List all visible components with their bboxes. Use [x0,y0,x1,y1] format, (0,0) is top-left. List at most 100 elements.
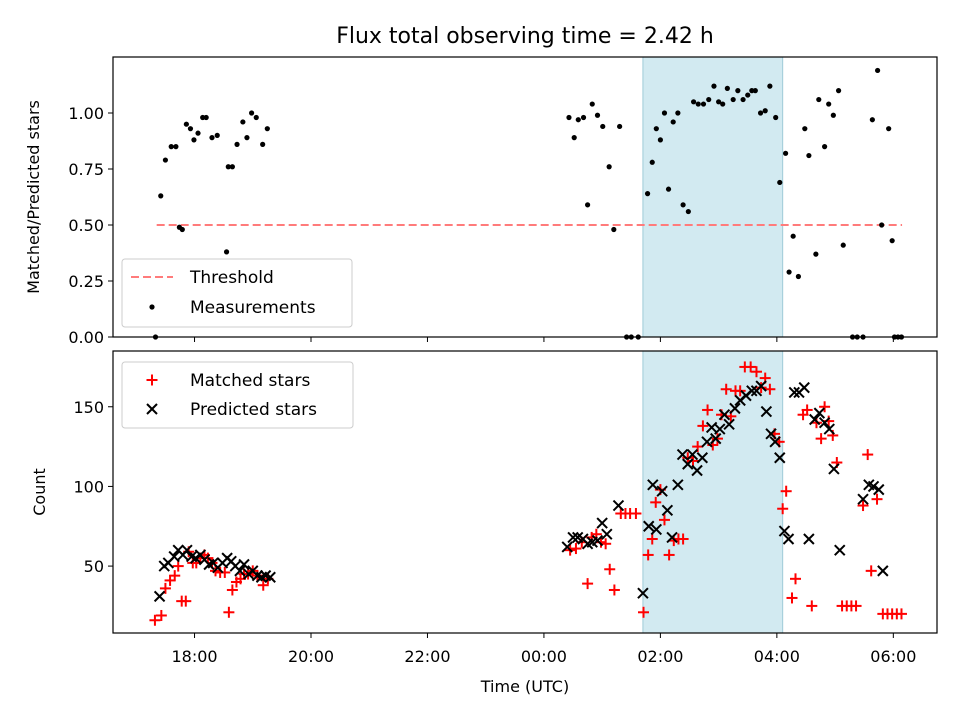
x-stroke [612,499,625,512]
legend-predicted-sample [146,403,158,415]
predicted-star-point [873,483,885,496]
top-x-ticks [194,337,894,342]
x-stroke [834,544,846,556]
measurement-point [240,119,246,125]
x-stroke [571,531,584,544]
x-stroke [710,432,722,445]
predicted-star-point [714,423,726,435]
measurement-point [680,202,686,208]
measurement-point [162,157,169,163]
predicted-star-point [798,381,810,394]
predicted-star-point [637,587,649,599]
predicted-star-point [803,533,815,545]
matched-star-point [702,404,714,416]
predicted-star-point [782,533,795,545]
predicted-star-point [264,571,276,583]
predicted-star-point [168,550,180,563]
predicted-star-point [234,565,246,577]
measurement-point [617,123,623,130]
measurement-point [158,193,164,199]
measurement-point [695,101,701,107]
x-stroke [782,533,795,545]
matched-star-point [630,508,642,520]
measurement-point [790,233,796,239]
matched-star-point [604,563,616,575]
x-tick-label: 18:00 [171,647,217,666]
measurement-point [649,159,655,165]
predicted-star-point [691,464,703,477]
measurement-point [203,114,209,121]
x-stroke [696,452,709,464]
legend-matched-sample [146,374,158,386]
x-stroke [863,479,875,491]
matched-star-point [226,584,238,596]
measurement-point [830,112,836,118]
predicted-star-point [823,423,835,435]
measurement-point [234,141,240,147]
matched-star-point [155,609,167,621]
matched-star-point [895,608,907,620]
predicted-star-point [877,565,889,577]
matched-star-point [159,582,171,594]
measurement-point [168,144,174,150]
matched-star-point [663,549,675,561]
measurement-point [826,101,832,107]
measurement-point [806,152,812,159]
x-stroke [723,418,735,430]
measurement-point [735,88,741,94]
y-tick-label: 150 [73,398,104,417]
measurement-point [653,126,659,132]
matched-star-point [646,533,658,545]
predicted-star-point [686,448,699,461]
matched-star-point [650,496,662,508]
predicted-star-point [181,544,193,556]
x-stroke [877,565,889,577]
x-stroke [596,517,608,529]
highlight-band-top [642,56,784,338]
predicted-star-point [153,590,166,603]
y-tick-label: 0.00 [68,328,104,347]
matched-star-point [219,566,231,578]
top-y-ticks: 0.00 0.25 0.50 0.75 1.00 [68,104,113,347]
matched-star-point [257,579,269,591]
x-stroke [701,436,713,448]
matched-star-point [582,578,594,590]
x-stroke [661,504,674,517]
x-stroke [259,569,272,582]
matched-star-point [697,420,709,432]
x-stroke [714,423,726,435]
x-stroke [769,436,781,448]
bottom-legend-box [121,361,354,429]
predicted-star-point [755,380,767,392]
predicted-star-point [656,485,668,497]
x-stroke [238,558,250,571]
matched-star-point [780,485,792,497]
predicted-star-point [809,413,821,426]
matched-star-point [819,401,831,413]
predicted-star-point [701,436,713,448]
measurement-points [152,67,905,340]
x-stroke [818,416,831,429]
bottom-axes-frame [112,350,938,634]
matched-star-point [806,600,818,612]
measurement-point [209,135,215,141]
predicted-star-point [676,448,689,461]
x-stroke [809,413,821,426]
predicted-star-point [561,541,573,553]
predicted-star-point [591,534,604,547]
measurement-point [777,179,783,186]
predicted-star-point [238,558,250,571]
matched-star-point [750,366,762,378]
predicted-star-point [612,499,625,512]
top-y-axis-label: Matched/Predicted stars [24,100,43,294]
x-stroke [682,458,694,470]
measurement-point [802,126,808,132]
predicted-star-point [650,523,663,536]
legend-measurements-label: Measurements [190,298,316,318]
x-stroke [778,525,791,537]
predicted-star-point [867,480,880,493]
y-tick-label: 50 [84,557,104,576]
predicted-star-point [696,452,709,464]
measurement-point [195,130,201,136]
